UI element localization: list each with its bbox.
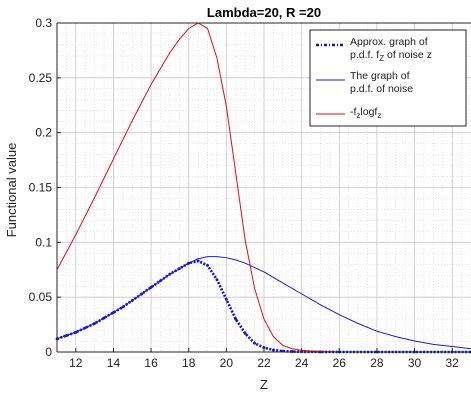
y-tick-label: 0.15 <box>29 181 53 195</box>
series-point-0 <box>196 259 200 263</box>
series-point-0 <box>253 341 256 345</box>
x-axis-label: Z <box>260 377 268 392</box>
x-tick-label: 28 <box>370 356 384 370</box>
series-line-1 <box>56 256 471 350</box>
series-point-0 <box>272 348 275 352</box>
y-tick-label: 0.3 <box>35 16 52 30</box>
legend-label-approx-line1: Approx. graph of <box>350 36 428 48</box>
legend: Approx. graph ofp.d.f. fZ of noise z The … <box>309 29 467 127</box>
legend-box <box>309 29 467 127</box>
legend-label-entropy: -fzlogfz <box>350 106 381 120</box>
series-point-0 <box>224 297 228 301</box>
series-point-0 <box>262 346 266 350</box>
x-tick-label: 26 <box>333 356 347 370</box>
x-tick-label: 32 <box>446 356 460 370</box>
y-tick-label: 0.05 <box>29 290 53 304</box>
x-tick-label: 18 <box>182 356 196 370</box>
series-point-0 <box>215 278 219 282</box>
x-tick-label: 14 <box>107 356 121 370</box>
legend-label-pdf-line2: p.d.f. of noise <box>350 83 413 95</box>
y-tick-label: 0 <box>45 345 52 359</box>
x-tick-label: 24 <box>295 356 309 370</box>
y-tick-label: 0.2 <box>35 126 52 140</box>
x-tick-label: 16 <box>144 356 158 370</box>
y-axis-label: Functional value <box>4 143 19 238</box>
legend-label-pdf-line1: The graph of <box>350 70 410 82</box>
legend-label-approx-line2: p.d.f. fZ of noise z <box>350 49 432 63</box>
series-point-0 <box>234 317 238 321</box>
series-point-0 <box>243 331 247 335</box>
y-tick-label: 0.25 <box>29 71 53 85</box>
y-tick-label: 0.1 <box>35 235 52 249</box>
x-tick-label: 30 <box>408 356 422 370</box>
axes-layer: 12 14 16 18 20 22 24 26 28 30 32 0 0.05 0.1 0.15 0.2 0.2… <box>29 16 471 370</box>
x-tick-label: 22 <box>257 356 271 370</box>
series-point-0 <box>206 263 209 267</box>
x-tick-label: 20 <box>220 356 234 370</box>
x-tick-label: 12 <box>69 356 83 370</box>
chart-title: Lambda=20, R =20 <box>207 5 321 20</box>
